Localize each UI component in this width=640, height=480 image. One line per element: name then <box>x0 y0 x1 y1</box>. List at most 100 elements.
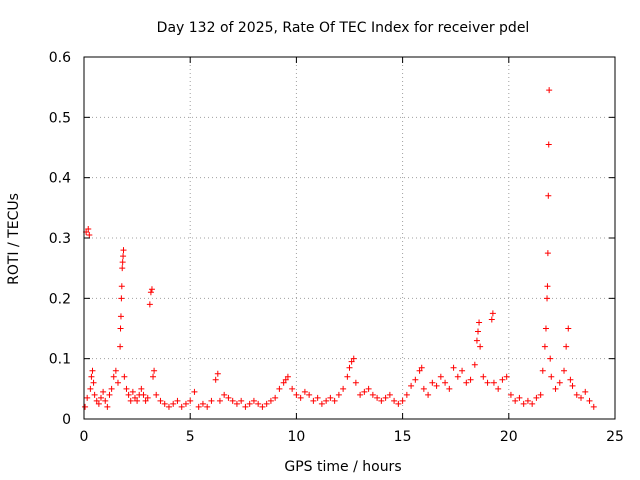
data-point <box>272 394 279 401</box>
data-point <box>301 388 308 395</box>
y-tick-label: 0.1 <box>49 352 71 368</box>
plot-frame <box>83 56 616 420</box>
data-point <box>346 364 353 371</box>
data-point <box>382 394 389 401</box>
data-point <box>86 231 93 238</box>
chart-title: Day 132 of 2025, Rate Of TEC Index for r… <box>157 20 530 36</box>
data-point <box>259 403 266 410</box>
data-point <box>473 337 480 344</box>
data-point <box>95 400 102 407</box>
data-point <box>82 403 89 410</box>
data-point <box>182 400 189 407</box>
data-point <box>97 394 104 401</box>
data-point <box>378 397 385 404</box>
data-point <box>454 373 461 380</box>
data-point <box>544 250 551 257</box>
data-point <box>537 391 544 398</box>
data-point <box>89 367 96 374</box>
data-point <box>344 373 351 380</box>
data-point <box>157 397 164 404</box>
data-point <box>147 289 154 296</box>
data-point <box>565 325 572 332</box>
data-point <box>204 403 211 410</box>
data-point <box>361 388 368 395</box>
data-point <box>586 397 593 404</box>
data-point <box>391 397 398 404</box>
data-point <box>488 316 495 323</box>
data-point <box>331 397 338 404</box>
data-point <box>418 364 425 371</box>
data-point <box>170 400 177 407</box>
data-point <box>590 403 597 410</box>
y-tick-label: 0.4 <box>49 171 71 187</box>
data-point <box>146 301 153 308</box>
y-tick-label: 0 <box>62 412 71 428</box>
data-point <box>91 391 98 398</box>
data-point <box>90 379 97 386</box>
data-point <box>563 343 570 350</box>
data-point <box>117 343 124 350</box>
data-point <box>174 397 181 404</box>
y-tick-label: 0.5 <box>49 110 71 126</box>
data-point <box>123 385 130 392</box>
data-point <box>520 400 527 407</box>
data-point <box>161 400 168 407</box>
data-point <box>578 394 585 401</box>
data-point <box>352 379 359 386</box>
data-point <box>340 385 347 392</box>
data-point <box>310 397 317 404</box>
data-point <box>250 397 257 404</box>
data-point <box>110 373 117 380</box>
data-point <box>187 397 194 404</box>
data-point <box>545 192 552 199</box>
data-point <box>142 397 149 404</box>
data-point <box>127 397 134 404</box>
data-point <box>503 373 510 380</box>
data-point <box>484 379 491 386</box>
data-point <box>199 400 206 407</box>
data-point <box>546 87 553 94</box>
data-point <box>556 379 563 386</box>
data-point <box>117 313 124 320</box>
data-point <box>442 379 449 386</box>
data-point <box>131 394 138 401</box>
data-point <box>477 343 484 350</box>
data-point <box>119 259 126 266</box>
y-tick-label: 0.2 <box>49 291 71 307</box>
data-point <box>416 367 423 374</box>
data-point <box>475 328 482 335</box>
data-point <box>120 247 127 254</box>
data-point <box>284 373 291 380</box>
data-point <box>561 367 568 374</box>
data-point <box>369 391 376 398</box>
data-point <box>255 400 262 407</box>
data-point <box>335 391 342 398</box>
data-point <box>348 358 355 365</box>
data-point <box>539 367 546 374</box>
data-point <box>221 391 228 398</box>
data-point <box>106 391 113 398</box>
data-point <box>263 400 270 407</box>
data-point <box>544 295 551 302</box>
data-point <box>403 391 410 398</box>
x-tick-label: 20 <box>500 429 518 445</box>
data-point <box>573 391 580 398</box>
data-point <box>437 373 444 380</box>
data-point <box>100 388 107 395</box>
data-point <box>225 394 232 401</box>
data-point <box>459 367 466 374</box>
data-point <box>463 379 470 386</box>
data-point <box>121 373 128 380</box>
x-axis-ticks: 0 5 10 15 20 25 <box>80 57 624 445</box>
data-point <box>420 385 427 392</box>
x-axis-label: GPS time / hours <box>284 459 401 475</box>
data-point <box>242 403 249 410</box>
data-point <box>476 319 483 326</box>
data-point <box>545 141 552 148</box>
data-point <box>267 397 274 404</box>
data-point <box>246 400 253 407</box>
data-point <box>569 382 576 389</box>
data-point <box>153 391 160 398</box>
data-point <box>150 373 157 380</box>
data-point <box>191 388 198 395</box>
